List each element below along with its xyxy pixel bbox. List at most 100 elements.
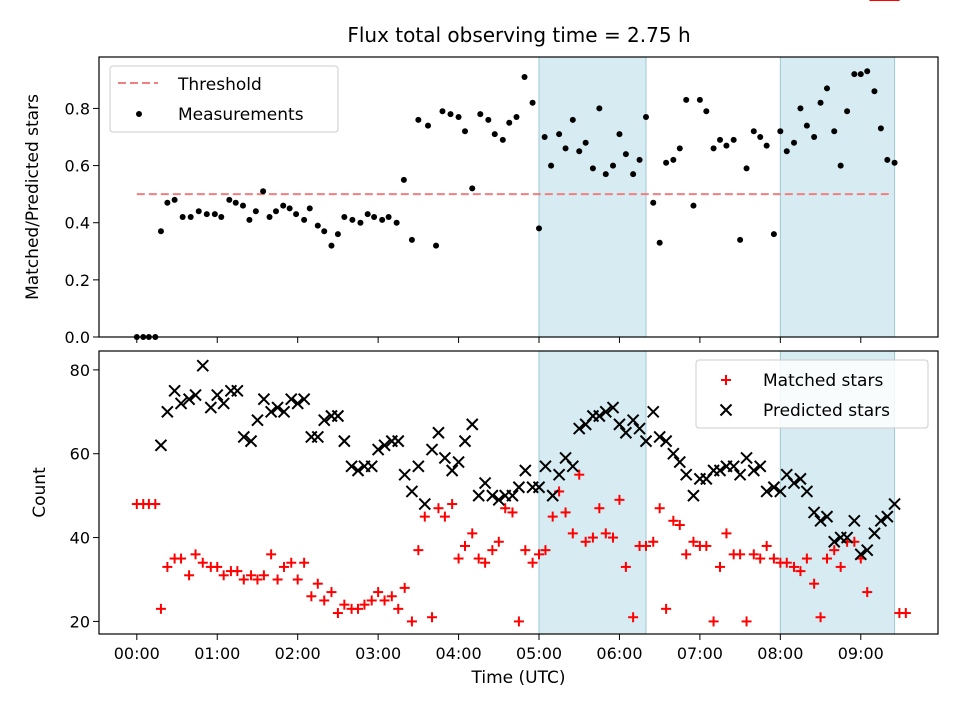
matched-star-marker — [580, 536, 591, 547]
measurement-point — [797, 105, 804, 112]
predicted-star-marker — [438, 451, 452, 465]
predicted-star-marker — [599, 405, 612, 418]
matched-star-marker — [393, 603, 404, 614]
measurement-point — [357, 219, 364, 226]
measurement-point — [364, 211, 371, 218]
predicted-star-marker — [794, 472, 807, 486]
predicted-star-marker — [820, 510, 834, 523]
predicted-star-marker — [881, 510, 894, 523]
predicted-star-marker — [647, 405, 660, 418]
measurement-point — [676, 145, 683, 152]
measurement-point — [791, 139, 798, 146]
predicted-star-marker — [445, 464, 459, 477]
predicted-star-marker — [412, 460, 425, 473]
measurement-point — [334, 231, 341, 238]
matched-star-marker — [312, 578, 323, 589]
measurement-point — [379, 216, 386, 223]
predicted-star-marker — [486, 489, 499, 502]
y-axis-label: Count — [30, 467, 50, 518]
measurement-point — [616, 131, 623, 138]
y-tick-label: 40 — [70, 529, 90, 548]
matched-star-marker — [162, 561, 173, 572]
x-tick-label: 02:00 — [275, 644, 321, 663]
measurement-point — [723, 142, 730, 149]
x-tick-label: 08:00 — [757, 644, 803, 663]
matched-star-marker — [648, 536, 659, 547]
predicted-star-marker — [814, 514, 827, 528]
measurement-point — [187, 214, 194, 220]
predicted-star-marker — [264, 405, 278, 418]
measurement-point — [536, 225, 543, 232]
x-tick-label: 00:00 — [114, 644, 160, 663]
matched-star-marker — [574, 469, 585, 480]
measurement-point — [703, 108, 710, 115]
matched-star-marker — [608, 532, 619, 543]
predicted-star-marker — [371, 443, 385, 456]
matched-star-marker — [654, 503, 665, 514]
matched-star-marker — [339, 599, 350, 610]
measurement-point — [203, 211, 210, 218]
matched-star-marker — [379, 595, 390, 606]
predicted-star-marker — [182, 393, 196, 406]
matched-star-marker — [480, 557, 491, 568]
predicted-star-marker — [613, 418, 626, 431]
matched-star-marker — [768, 553, 779, 564]
matched-star-marker — [150, 499, 161, 510]
predicted-star-marker — [297, 393, 311, 406]
measurement-point — [371, 214, 378, 220]
matched-star-marker — [900, 608, 911, 619]
measurement-point — [280, 202, 287, 209]
predicted-star-marker — [673, 455, 686, 469]
matched-star-marker — [520, 545, 531, 556]
legend: Matched stars Predicted stars — [695, 359, 929, 429]
y-tick-label: 0.4 — [65, 214, 90, 233]
predicted-star-marker — [345, 460, 358, 473]
measurement-point — [252, 208, 259, 215]
matched-star-marker — [560, 507, 571, 518]
predicted-star-marker — [767, 481, 781, 494]
matched-star-marker — [661, 603, 672, 614]
matched-star-marker — [439, 511, 450, 522]
matched-star-marker — [721, 375, 731, 385]
matched-star-marker — [600, 528, 611, 539]
measurement-point — [763, 142, 770, 149]
measurement-point — [266, 214, 273, 220]
matched-star-marker — [326, 587, 337, 598]
measurement-point — [743, 165, 750, 172]
plot-frame — [98, 56, 939, 338]
predicted-star-marker — [633, 422, 646, 435]
matched-star-marker — [473, 553, 484, 564]
measurement-point — [232, 199, 239, 206]
measurement-point — [656, 239, 663, 246]
predicted-star-marker — [606, 401, 620, 414]
matched-star-marker — [353, 603, 364, 614]
matched-star-marker — [567, 528, 578, 539]
predicted-star-marker — [787, 476, 801, 490]
matched-star-marker — [640, 540, 651, 551]
matched-star-marker — [781, 557, 792, 568]
matched-star-marker — [419, 511, 430, 522]
matched-star-marker — [272, 574, 283, 585]
measurement-point — [864, 68, 871, 75]
bottom-panel: 20 40 60 80 00:00 01:00 02:00 03:00 04:00 05:00 06… — [30, 0, 939, 688]
predicted-star-marker — [251, 413, 264, 427]
measurement-point — [433, 242, 440, 249]
matched-star-marker — [232, 566, 243, 577]
measurement-point — [636, 156, 643, 163]
predicted-star-marker — [174, 397, 188, 410]
measurement-point — [164, 199, 171, 206]
matched-star-marker — [540, 545, 551, 556]
matched-star-marker — [427, 612, 438, 623]
legend-box — [109, 65, 339, 133]
measurement-point — [477, 111, 484, 118]
matched-star-marker — [487, 545, 498, 556]
predicted-star-marker — [237, 430, 251, 444]
predicted-star-marker — [425, 443, 439, 456]
measurement-point — [871, 88, 878, 95]
predicted-star-marker — [546, 489, 559, 502]
measurement-point — [602, 171, 609, 178]
matched-star-marker — [218, 570, 229, 581]
y-tick-label: 20 — [70, 612, 90, 631]
matched-star-marker — [332, 608, 343, 619]
matched-star-marker — [862, 587, 873, 598]
